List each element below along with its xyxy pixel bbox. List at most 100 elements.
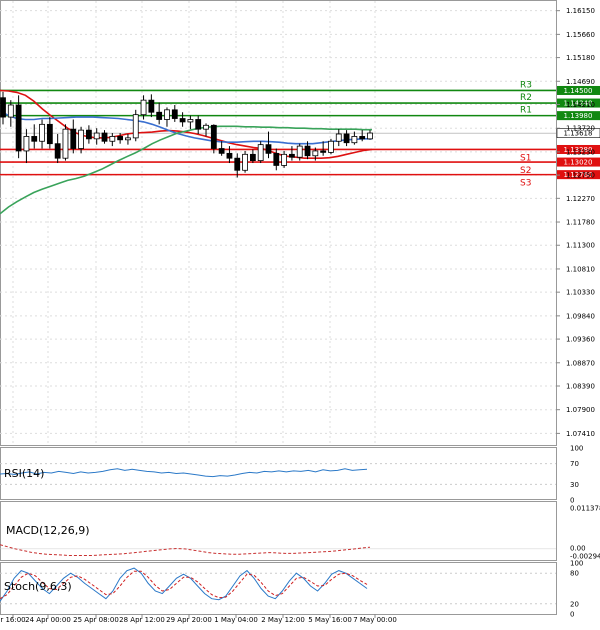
candle-body-bear (85, 129, 92, 140)
candle (265, 131, 272, 159)
level-price-label-s3: 1.12760 (564, 171, 593, 179)
ma-line-ma-mid (0, 110, 372, 145)
candle (54, 134, 61, 164)
candle (171, 104, 178, 122)
price-panel-frame (0, 0, 557, 446)
time-label: r 16:00 (0, 616, 25, 624)
level-name-r2: R2 (520, 93, 532, 103)
candle (312, 147, 319, 161)
moving-averages (0, 89, 373, 215)
price-tick-label: 1.08390 (566, 382, 595, 390)
stoch-tick-label: 0 (570, 611, 574, 619)
price-tick-label: 1.15660 (566, 31, 595, 39)
candle-body-bull (351, 136, 358, 144)
candle (39, 119, 45, 149)
time-label: 7 May 00:00 (353, 616, 397, 624)
candle (289, 146, 295, 161)
candle-body-bear (289, 153, 295, 158)
macd-tick-label: 0.00 (570, 545, 586, 553)
time-label: 1 May 04:00 (214, 616, 258, 624)
price-tick-label: 1.09360 (566, 336, 595, 344)
price-tick-label: 1.11300 (566, 242, 595, 250)
candle-body-bear (46, 123, 53, 145)
macd-tick-label: 0.011378 (570, 505, 600, 513)
level-name-r1: R1 (520, 106, 532, 116)
candle-body-bear (265, 144, 272, 154)
candle-body-bull (140, 99, 147, 116)
candle (109, 133, 116, 147)
candle (273, 148, 280, 171)
candle-body-bear (179, 118, 186, 123)
time-label: 5 May 16:00 (308, 616, 352, 624)
candle-body-bear (343, 133, 350, 144)
candle (226, 146, 233, 164)
candle-body-bear (101, 132, 108, 142)
price-tick-label: 1.13720 (566, 125, 595, 133)
price-tick-label: 1.14210 (566, 101, 595, 109)
macd-signal-line (0, 544, 371, 556)
time-label: 2 May 12:00 (261, 616, 305, 624)
candle (367, 130, 373, 140)
candle (125, 134, 131, 145)
level-name-s1: S1 (520, 153, 531, 163)
level-price-tag-s2 (557, 157, 600, 167)
candle (257, 141, 264, 164)
candle-body-bear (31, 136, 38, 142)
candle (195, 115, 202, 135)
rsi-tick-label: 70 (570, 460, 579, 468)
time-axis: r 16:00 24 Apr 00:00 25 Apr 08:00 28 Apr 12… (0, 614, 397, 624)
candle (351, 131, 358, 145)
indicator-panels: 100 70 30 0 RSI(14) 0.011378 0.00-0.002946 MACD… (0, 445, 600, 619)
candle-body-bear (156, 111, 163, 120)
candle (249, 149, 256, 164)
candle (359, 130, 366, 142)
candle (62, 124, 69, 161)
candle-body-bull (367, 132, 373, 140)
candle (78, 126, 84, 154)
candle (156, 102, 163, 125)
stoch-main-line (0, 567, 368, 602)
level-price-label-r1: 1.13980 (564, 112, 593, 120)
candle-body-bear (249, 153, 256, 162)
price-tick-label: 1.12750 (566, 172, 595, 180)
candle-body-bear (0, 97, 6, 118)
level-name-s2: S2 (520, 166, 531, 176)
candle-body-bear (15, 104, 22, 152)
candle (203, 123, 209, 137)
rsi-panel-frame (0, 447, 557, 500)
price-tick-label: 1.07410 (566, 430, 595, 438)
level-name-r3: R3 (520, 80, 532, 90)
stoch-tick-label: 100 (570, 560, 583, 568)
candle-body-bull (93, 132, 100, 140)
level-price-tag-r3 (557, 85, 600, 95)
ma-line-ma-fast (0, 89, 373, 159)
gridlines (0, 1, 556, 445)
price-tick-label: 1.09840 (566, 312, 595, 320)
candle-body-bull (296, 145, 303, 158)
price-axis: 1.16150 1.15660 1.15180 1.14690 1.14210 1.137… (556, 7, 595, 438)
price-tick-label: 1.10810 (566, 265, 595, 273)
rsi-line (0, 468, 368, 478)
stoch-tick-label: 80 (570, 570, 579, 578)
candle-body-bull (132, 114, 139, 139)
price-tick-label: 1.16150 (566, 7, 595, 15)
price-tick-label: 1.15180 (566, 54, 595, 62)
current-price-label: 1.13618 (564, 130, 593, 138)
candle (343, 130, 350, 147)
price-tick-label: 1.12270 (566, 195, 595, 203)
candle (7, 100, 14, 127)
level-price-label-r3: 1.14500 (564, 87, 593, 95)
candle-body-bear (148, 99, 155, 113)
price-tick-label: 1.10330 (566, 289, 595, 297)
candle-body-bear (70, 128, 77, 149)
ma-line-ma-slow (0, 125, 372, 215)
rsi-tick-label: 100 (570, 445, 583, 453)
macd-label: MACD(12,26,9) (6, 524, 90, 537)
candle-body-bull (335, 133, 342, 142)
candle-body-bull (7, 104, 14, 118)
stoch-label: Stoch(9,6,3) (4, 580, 72, 593)
candle-body-bull (62, 128, 69, 159)
candle-body-bear (218, 148, 225, 154)
candle-body-bull (78, 129, 84, 149)
